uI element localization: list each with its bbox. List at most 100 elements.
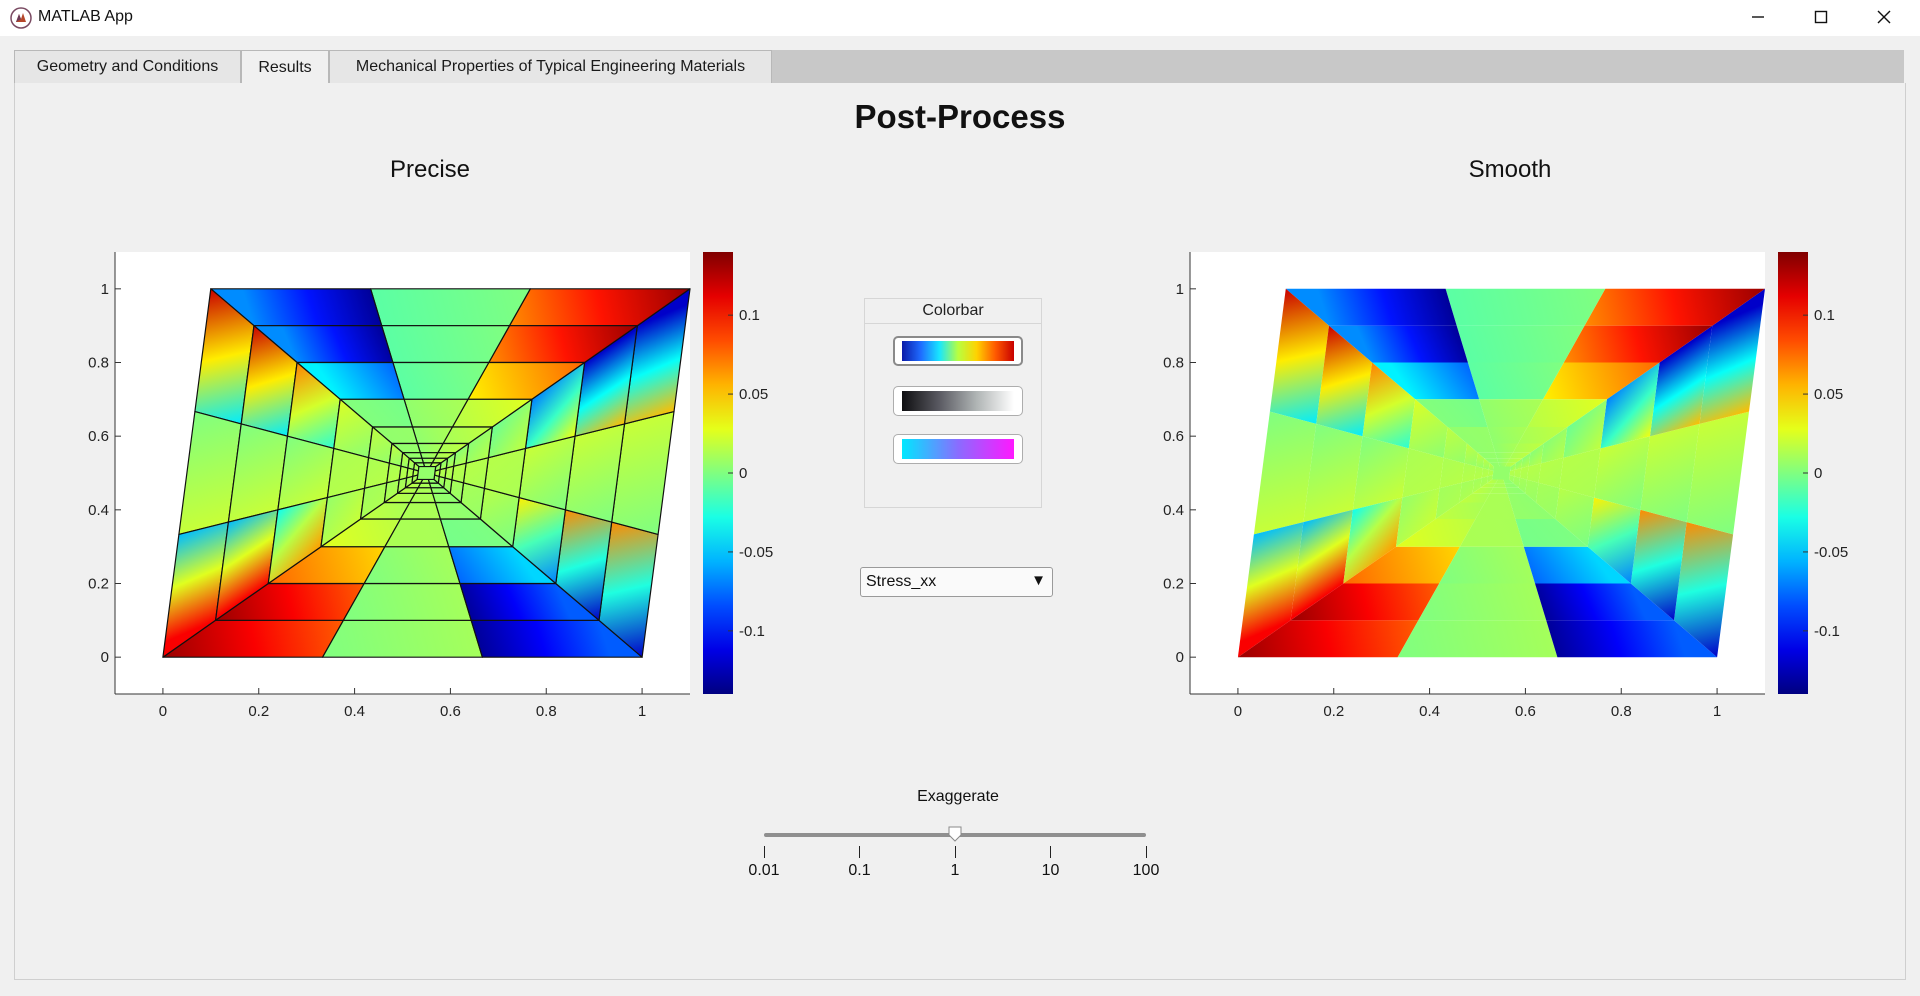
mesh-element bbox=[1504, 483, 1519, 488]
minimize-button[interactable] bbox=[1728, 0, 1788, 34]
close-button[interactable] bbox=[1854, 0, 1914, 34]
x-tick-label: 0 bbox=[1234, 703, 1242, 720]
mesh-element bbox=[1415, 399, 1488, 427]
mesh-element bbox=[1699, 288, 1765, 424]
mesh-element bbox=[1461, 463, 1476, 483]
mesh-element bbox=[1474, 466, 1483, 480]
mesh-element bbox=[1343, 546, 1460, 584]
mesh-element bbox=[1316, 325, 1373, 437]
mesh-element bbox=[1514, 468, 1522, 478]
mesh-element bbox=[1329, 325, 1468, 363]
mesh-element bbox=[1509, 475, 1515, 484]
mesh-element bbox=[1479, 399, 1543, 427]
tab-label: Results bbox=[258, 58, 312, 76]
tab-mechanical-properties[interactable]: Mechanical Properties of Typical Enginee… bbox=[329, 50, 772, 83]
mesh-element bbox=[1396, 488, 1440, 547]
mesh-element bbox=[1488, 462, 1494, 471]
mesh-element bbox=[1527, 399, 1607, 427]
colormap-cool-button[interactable] bbox=[893, 434, 1023, 464]
mesh-element bbox=[1402, 448, 1444, 498]
mesh-element bbox=[1493, 483, 1506, 488]
mesh-element bbox=[416, 442, 444, 454]
y-tick-label: 1 bbox=[101, 281, 109, 298]
x-tick-label: 0.6 bbox=[440, 703, 461, 720]
mesh-element bbox=[1484, 493, 1511, 503]
mesh-element bbox=[1480, 483, 1496, 488]
mesh-element bbox=[1487, 427, 1528, 444]
mesh-element bbox=[414, 487, 434, 494]
colormap-jet-button[interactable] bbox=[893, 336, 1023, 366]
mesh-element bbox=[1489, 462, 1500, 467]
mesh-element bbox=[1397, 620, 1558, 658]
slider-tick bbox=[1050, 846, 1051, 858]
mesh-element bbox=[1600, 362, 1660, 449]
mesh-element bbox=[1498, 462, 1508, 467]
mesh-element bbox=[419, 452, 439, 459]
x-tick-label: 1 bbox=[1713, 703, 1721, 720]
mesh-element bbox=[1290, 509, 1353, 621]
tab-results[interactable]: Results bbox=[241, 50, 329, 84]
matlab-app-icon bbox=[10, 7, 32, 29]
mesh-element bbox=[1505, 462, 1516, 467]
mesh-element bbox=[1509, 452, 1531, 459]
x-tick-label: 0.4 bbox=[344, 703, 365, 720]
mesh-element bbox=[1439, 457, 1465, 489]
mesh-element bbox=[1509, 469, 1516, 477]
exaggerate-slider-thumb[interactable] bbox=[947, 826, 963, 842]
mesh-element bbox=[1492, 466, 1511, 480]
mesh-element bbox=[1507, 458, 1523, 463]
mesh-element bbox=[1443, 427, 1467, 464]
maximize-icon bbox=[1814, 10, 1828, 24]
dropdown-selected-value: Stress_xx bbox=[866, 573, 937, 590]
y-tick-label: 0.4 bbox=[1163, 502, 1184, 519]
slider-tick bbox=[1145, 846, 1147, 858]
precise-plot-title: Precise bbox=[389, 156, 471, 183]
mesh-element bbox=[421, 457, 436, 464]
mesh-element bbox=[1396, 519, 1476, 547]
colorbar-tick-label: 0.1 bbox=[1814, 307, 1835, 324]
mesh-element bbox=[1476, 452, 1485, 469]
mesh-element bbox=[1563, 325, 1713, 363]
mesh-element bbox=[1439, 546, 1535, 584]
mesh-element bbox=[1518, 427, 1568, 444]
exaggerate-label: Exaggerate bbox=[917, 788, 999, 805]
mesh-element bbox=[1541, 427, 1568, 464]
y-tick-label: 0.6 bbox=[1163, 428, 1184, 445]
tab-label: Mechanical Properties of Typical Enginee… bbox=[355, 58, 746, 75]
mesh-element bbox=[1497, 458, 1510, 463]
mesh-element bbox=[1472, 477, 1482, 494]
smooth-plot[interactable]: 0 0.2 0.4 0.6 0.8 1 0 0.2 0.4 0.6 0.8 1 0.1 0.05 0 -0.0… bbox=[1135, 200, 1855, 720]
mesh-element bbox=[1546, 620, 1718, 658]
mesh-element bbox=[1492, 443, 1519, 453]
x-tick-label: 0.2 bbox=[248, 703, 269, 720]
mesh-element bbox=[1538, 457, 1564, 489]
smooth-plot-title: Smooth bbox=[1468, 156, 1552, 183]
mesh-element bbox=[1523, 546, 1631, 584]
x-tick-label: 0.8 bbox=[1611, 703, 1632, 720]
mesh-element bbox=[417, 482, 432, 489]
maximize-button[interactable] bbox=[1791, 0, 1851, 34]
slider-tick bbox=[859, 846, 860, 858]
stress-component-dropdown[interactable]: Stress_xx ▼ bbox=[860, 567, 1053, 597]
mesh-element bbox=[1475, 502, 1516, 519]
slider-tick bbox=[954, 846, 956, 858]
mesh-element bbox=[381, 325, 511, 364]
precise-plot[interactable]: 0 0.2 0.4 0.6 0.8 1 0 0.2 0.4 0.6 0.8 1 0.1 0.05 0 -0.0… bbox=[60, 200, 780, 720]
colormap-cool-swatch bbox=[902, 439, 1014, 459]
colorbar-tick-label: 0.1 bbox=[739, 307, 760, 324]
y-tick-label: 1 bbox=[1176, 281, 1184, 298]
mesh-element bbox=[1535, 583, 1674, 621]
mesh-element bbox=[1543, 362, 1660, 400]
mesh-element bbox=[1640, 423, 1700, 523]
colormap-jet-swatch bbox=[902, 341, 1014, 361]
colorbar-tick-label: -0.1 bbox=[739, 623, 765, 640]
colorbar-selector-panel: Colorbar bbox=[864, 298, 1042, 508]
y-tick-label: 0 bbox=[101, 649, 109, 666]
mesh-element bbox=[370, 288, 531, 327]
y-tick-label: 0.8 bbox=[88, 355, 109, 372]
colormap-gray-button[interactable] bbox=[893, 386, 1023, 416]
tab-geometry-and-conditions[interactable]: Geometry and Conditions bbox=[14, 50, 241, 83]
tab-bar: Geometry and Conditions Results Mechanic… bbox=[14, 50, 1904, 84]
y-tick-label: 0 bbox=[1176, 649, 1184, 666]
x-tick-label: 0 bbox=[159, 703, 167, 720]
